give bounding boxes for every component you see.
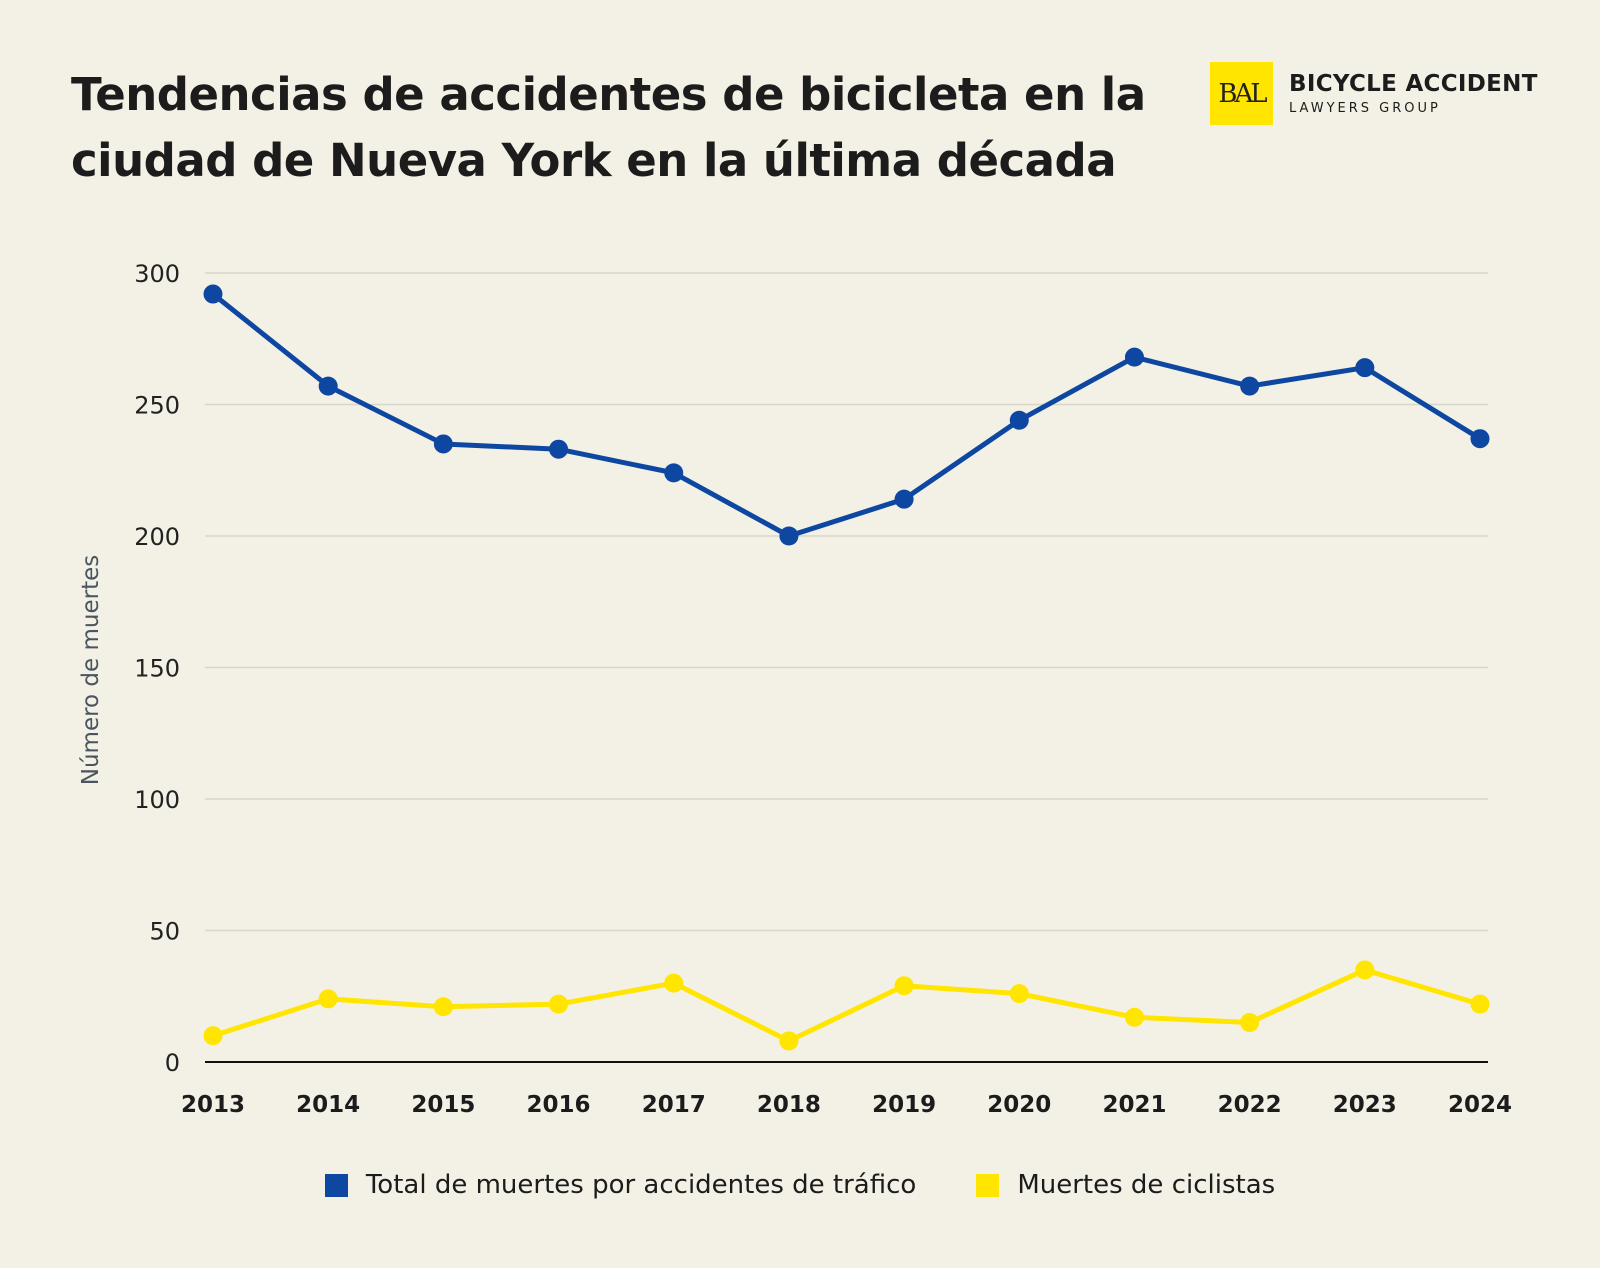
data-point [433, 434, 453, 454]
data-point [1240, 376, 1260, 396]
data-point [894, 976, 914, 996]
x-tick-label: 2023 [1333, 1092, 1397, 1118]
x-tick-label: 2024 [1448, 1092, 1512, 1118]
data-point [1009, 410, 1029, 430]
data-point [318, 376, 338, 396]
data-point [1009, 984, 1029, 1004]
legend: Total de muertes por accidentes de tráfi… [0, 1170, 1600, 1200]
legend-swatch [324, 1173, 348, 1197]
data-point [894, 489, 914, 509]
line-chart: 0 50 100 150 200 250 300 2013 2014 2015 2016 2017 2… [78, 260, 1512, 1118]
data-point [1124, 1007, 1144, 1027]
data-point [433, 997, 453, 1017]
data-point [1355, 960, 1375, 980]
y-tick-label: 250 [134, 392, 180, 420]
series-line [211, 292, 1482, 539]
data-point [318, 989, 338, 1009]
y-tick-label: 50 [149, 918, 180, 946]
data-point [203, 1026, 223, 1046]
data-point [1240, 1013, 1260, 1033]
x-tick-label: 2015 [411, 1092, 475, 1118]
x-tick-label: 2020 [987, 1092, 1051, 1118]
legend-label: Total de muertes por accidentes de tráfi… [365, 1170, 917, 1200]
x-tick-label: 2013 [181, 1092, 245, 1118]
legend-label: Muertes de ciclistas [1017, 1170, 1276, 1200]
x-tick-label: 2017 [642, 1092, 706, 1118]
y-tick-label: 150 [134, 655, 180, 683]
data-point [203, 284, 223, 304]
data-point [664, 463, 684, 483]
data-point [1355, 358, 1375, 378]
legend-item: Muertes de ciclistas [976, 1170, 1275, 1200]
data-point [549, 439, 569, 459]
data-point [1470, 994, 1490, 1014]
data-point [1470, 429, 1490, 449]
x-tick-label: 2018 [757, 1092, 821, 1118]
data-point [1124, 347, 1144, 367]
y-tick-label: 200 [134, 523, 180, 551]
logo-sub-text: LAWYERS GROUP [1289, 101, 1441, 116]
data-point [779, 526, 799, 546]
x-tick-label: 2019 [872, 1092, 936, 1118]
data-point [549, 994, 569, 1014]
data-point [779, 1031, 799, 1051]
y-axis-label: Número de muertes [78, 555, 104, 785]
x-tick-label: 2021 [1102, 1092, 1166, 1118]
legend-item: Total de muertes por accidentes de tráfi… [324, 1170, 917, 1200]
logo-main-text: BICYCLE ACCIDENT [1289, 71, 1538, 97]
y-tick-label: 300 [134, 260, 180, 288]
legend-swatch [976, 1173, 1000, 1197]
series-line [212, 967, 1481, 1044]
y-tick-label: 0 [165, 1049, 180, 1077]
y-tick-label: 100 [134, 786, 180, 814]
x-tick-label: 2022 [1218, 1092, 1282, 1118]
logo: BAL BICYCLE ACCIDENT LAWYERS GROUP [1210, 62, 1538, 125]
x-tick-label: 2016 [527, 1092, 591, 1118]
logo-monogram: BAL [1210, 62, 1273, 125]
data-point [664, 973, 684, 993]
chart-title: Tendencias de accidentes de bicicleta en… [71, 68, 1146, 187]
x-tick-label: 2014 [296, 1092, 360, 1118]
